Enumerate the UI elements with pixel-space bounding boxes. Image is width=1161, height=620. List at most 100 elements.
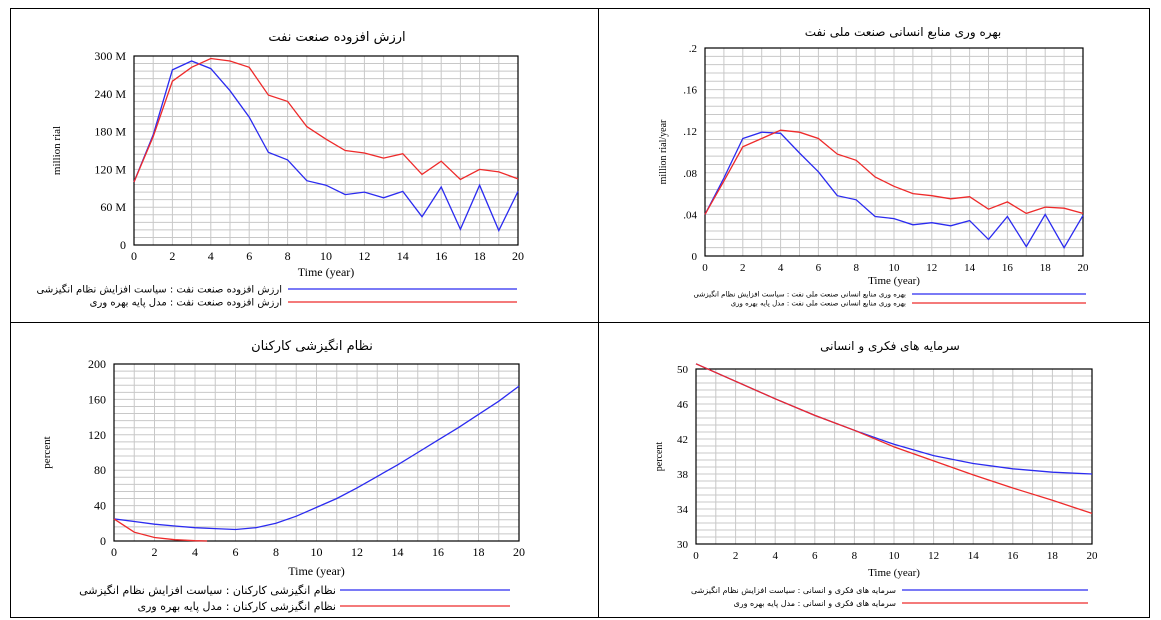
y-tick-label: 120 [88,428,106,442]
series-line-baseline [695,363,1093,515]
x-tick-label: 2 [733,550,739,562]
y-tick-label: 40 [94,499,106,513]
series-line-baseline [133,57,519,183]
y-axis-label: million rial [51,126,63,175]
legend-label: سرمایه های فکری و انسانی : سیاست افزایش … [691,585,896,595]
x-tick-label: 10 [311,545,323,559]
x-tick-label: 10 [889,262,901,274]
chart-title: سرمایه های فکری و انسانی [820,339,960,354]
x-tick-label: 0 [111,545,117,559]
legend-label: بهره وری منابع انسانی صنعت ملی نفت : مدل… [731,299,906,307]
figure-frame [10,8,1150,618]
chart-title: نظام انگیزشی کارکنان [251,338,373,354]
y-tick-label: 160 [88,392,106,406]
y-tick-label: 0 [692,251,698,263]
horizontal-divider [10,322,1150,323]
x-tick-label: 12 [351,545,363,559]
x-axis-label: Time (year) [868,567,920,579]
series-line-baseline [113,518,208,542]
x-tick-label: 18 [1040,262,1052,274]
x-tick-label: 4 [778,262,784,274]
x-axis-label: Time (year) [868,275,920,287]
legend-label: بهره وری منابع انسانی صنعت ملی نفت : سیا… [694,289,907,298]
y-axis-label: percent [41,436,53,468]
y-tick-label: .04 [683,209,697,221]
x-tick-label: 20 [1087,550,1099,562]
vertical-divider [598,8,599,618]
chart-svg-motivation-system: نظام انگیزشی کارکنان 0 40 80 120 160 200 0 2 4 6 8… [41,338,525,613]
x-tick-label: 8 [852,550,858,562]
chart-title: بهره وری منابع انسانی صنعت ملی نفت [805,25,1001,40]
series-line-policy [133,60,519,233]
y-tick-label: .08 [683,168,697,180]
x-tick-label: 16 [432,545,444,559]
x-tick-label: 6 [233,545,239,559]
y-tick-label: 300 M [94,49,126,63]
x-axis-label: Time (year) [288,564,345,578]
series-line-policy [113,385,520,531]
x-tick-label: 2 [169,249,175,263]
y-tick-label: .12 [683,126,697,138]
x-tick-label: 6 [816,262,822,274]
chart-svg-oil-value-added: ارزش افزوده صنعت نفت 0 60 M 120 M 180 M 240 … [37,30,524,309]
y-tick-label: 34 [677,504,689,516]
plot-frame [704,47,1084,257]
x-tick-label: 14 [392,545,404,559]
x-axis-label: Time (year) [298,265,355,279]
y-tick-label: 180 M [94,125,126,139]
x-tick-label: 10 [889,550,901,562]
chart-svg-hr-productivity: بهره وری منابع انسانی صنعت ملی نفت 0 .04.… [658,25,1090,307]
series-line-policy [704,131,1084,250]
y-tick-label: 0 [120,238,126,252]
x-tick-label: 0 [702,262,708,274]
y-tick-label: 0 [100,534,106,548]
x-tick-label: 14 [397,249,409,263]
x-tick-label: 6 [246,249,252,263]
y-tick-label: 240 M [94,87,126,101]
chart-title: ارزش افزوده صنعت نفت [268,30,405,45]
chart-panel-motivation-system: نظام انگیزشی کارکنان 0 40 80 120 160 200 0 2 4 6 8… [20,326,580,618]
plot-frame [113,363,520,542]
x-tick-label: 12 [928,550,939,562]
x-tick-label: 18 [1047,550,1059,562]
y-tick-label: .2 [689,43,697,55]
x-tick-label: 18 [474,249,486,263]
x-tick-label: 10 [320,249,332,263]
x-tick-label: 4 [192,545,198,559]
legend-label: ارزش افزوده صنعت نفت : سیاست افزایش نظام… [37,284,282,296]
x-tick-label: 20 [513,545,525,559]
chart-panel-intellectual-capital: سرمایه های فکری و انسانی 30 34 38 42 46 50 0 2 4… [606,326,1146,618]
x-tick-label: 8 [853,262,859,274]
x-tick-label: 14 [964,262,976,274]
x-tick-label: 6 [812,550,818,562]
x-tick-label: 16 [435,249,447,263]
plot-frame [133,55,519,246]
x-tick-label: 4 [772,550,778,562]
x-tick-label: 8 [273,545,279,559]
x-tick-label: 2 [740,262,746,274]
y-tick-label: 50 [677,364,689,376]
chart-panel-hr-productivity: بهره وری منابع انسانی صنعت ملی نفت 0 .04.… [606,14,1146,319]
y-tick-label: 46 [677,399,689,411]
y-axis-label: percent [654,442,665,472]
chart-panel-oil-value-added: ارزش افزوده صنعت نفت 0 60 M 120 M 180 M 240 … [20,14,580,319]
y-tick-label: 200 [88,357,106,371]
y-tick-label: 42 [677,434,688,446]
series-line-baseline [704,129,1084,215]
x-tick-label: 4 [208,249,214,263]
x-tick-label: 16 [1002,262,1014,274]
y-tick-label: 120 M [94,162,126,176]
y-tick-label: 30 [677,539,689,551]
x-tick-label: 20 [1078,262,1090,274]
y-tick-label: 38 [677,469,689,481]
x-tick-label: 0 [693,550,699,562]
legend-label: ارزش افزوده صنعت نفت : مدل پایه بهره وری [90,298,282,309]
y-tick-label: 80 [94,463,106,477]
y-tick-label: .16 [683,85,697,97]
x-tick-label: 18 [473,545,485,559]
x-tick-label: 0 [131,249,137,263]
legend-label: سرمایه های فکری و انسانی : مدل پایه بهره… [733,599,896,608]
y-tick-label: 60 M [100,200,126,214]
x-tick-label: 16 [1007,550,1019,562]
